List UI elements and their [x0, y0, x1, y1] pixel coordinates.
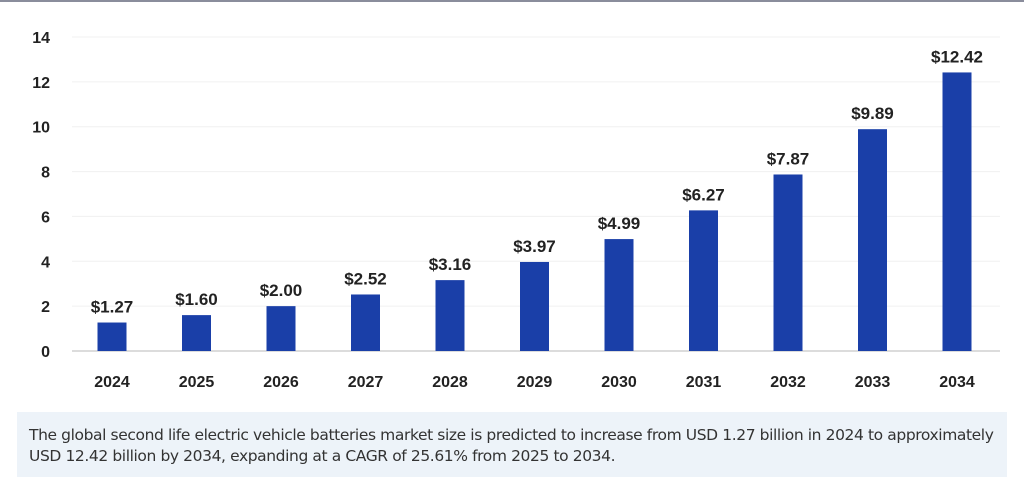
- y-tick-label: 2: [41, 299, 50, 316]
- bar: [858, 129, 887, 351]
- data-label: $6.27: [682, 185, 725, 204]
- bar: [520, 261, 549, 351]
- data-label: $2.52: [344, 269, 387, 288]
- x-tick-label: 2025: [179, 374, 215, 391]
- x-tick-label: 2024: [94, 374, 130, 391]
- x-tick-label: 2032: [770, 374, 806, 391]
- data-label: $3.97: [513, 237, 556, 256]
- bar: [604, 239, 634, 351]
- bar: [97, 322, 127, 351]
- bar: [351, 294, 380, 351]
- data-label: $9.89: [851, 104, 894, 123]
- bar: [942, 72, 972, 352]
- x-tick-label: 2029: [517, 374, 553, 391]
- y-tick-label: 12: [32, 75, 50, 92]
- data-label: $7.87: [767, 149, 810, 168]
- bar: [182, 315, 211, 351]
- x-tick-label: 2031: [686, 374, 722, 391]
- data-label: $4.99: [598, 214, 641, 233]
- data-label: $1.60: [175, 290, 218, 309]
- data-label: $1.27: [91, 298, 134, 317]
- bar: [266, 306, 296, 351]
- x-tick-label: 2028: [432, 374, 468, 391]
- caption-box: The global second life electric vehicle …: [17, 412, 1007, 477]
- y-tick-label: 0: [41, 344, 50, 361]
- data-label: $2.00: [260, 281, 303, 300]
- x-tick-label: 2033: [855, 374, 891, 391]
- x-tick-label: 2026: [263, 374, 299, 391]
- data-label: $12.42: [931, 47, 983, 66]
- x-tick-label: 2027: [348, 374, 384, 391]
- y-tick-label: 4: [41, 254, 50, 271]
- y-tick-label: 10: [32, 120, 50, 137]
- y-tick-label: 14: [32, 30, 50, 47]
- caption-text: The global second life electric vehicle …: [29, 426, 994, 465]
- x-tick-label: 2030: [601, 374, 637, 391]
- bar-chart: 0 2 4 6 8 10 12 14 $1.27 2024 $1.60 2025 $2.00 2026 $2…: [32, 30, 1000, 391]
- bar: [773, 174, 803, 351]
- x-tick-label: 2034: [939, 374, 975, 391]
- y-tick-label: 6: [41, 209, 50, 226]
- bar: [435, 280, 465, 351]
- bar: [689, 210, 718, 351]
- y-tick-label: 8: [41, 165, 50, 182]
- data-label: $3.16: [429, 255, 472, 274]
